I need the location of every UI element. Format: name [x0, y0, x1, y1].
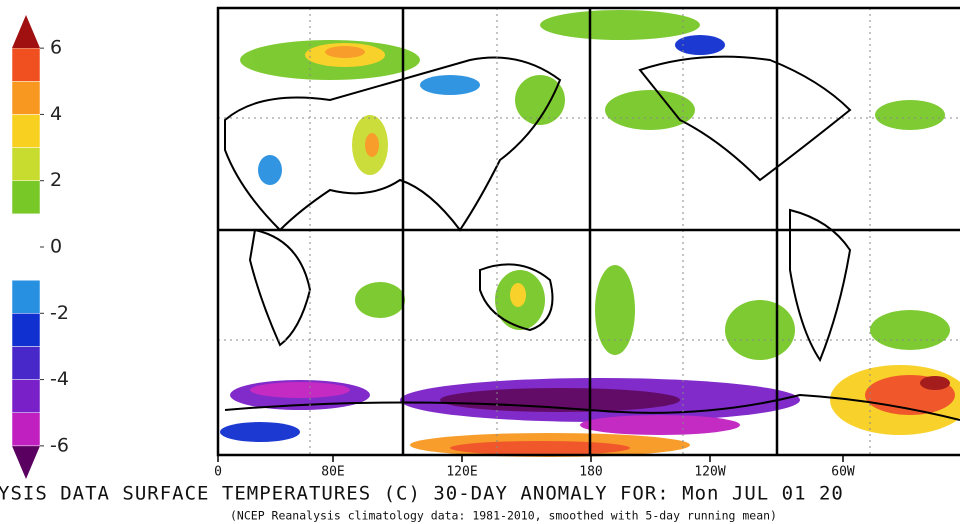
colorbar-tick-label: -2 — [50, 302, 69, 324]
colorbar-tick-label: -4 — [50, 368, 69, 390]
x-tick-label: 120W — [694, 465, 725, 480]
colorbar-segment — [11, 279, 41, 314]
colorbar-segment — [11, 147, 41, 181]
colorbar-segment — [11, 346, 41, 380]
colorbar-segment — [11, 412, 41, 447]
x-tick-label: 180 — [579, 465, 602, 480]
colorbar-tick-label: 0 — [50, 236, 62, 258]
colorbar-segment — [11, 47, 41, 82]
x-tick-label: 60W — [831, 465, 855, 480]
colorbar-segment — [11, 114, 41, 148]
colorbar-segment — [11, 180, 41, 215]
title: YSIS DATA SURFACE TEMPERATURES (C) 30-DA… — [0, 483, 844, 505]
colorbar-tick-label: 6 — [50, 37, 62, 59]
colorbar-segment — [11, 213, 41, 248]
colorbar: 6 4 2 0 -2 -4 -6 — [11, 15, 69, 479]
colorbar-segment — [11, 246, 41, 281]
x-tick-label: 80E — [321, 465, 344, 480]
x-tick-label: 120E — [446, 465, 477, 480]
coastlines — [224, 55, 960, 421]
x-tick-label: 0 — [214, 465, 222, 480]
colorbar-tick-label: 2 — [50, 169, 62, 191]
subtitle: (NCEP Reanalysis climatology data: 1981-… — [230, 509, 777, 523]
colorbar-arrow — [12, 15, 40, 49]
map — [216, 6, 960, 457]
colorbar-tick-label: -6 — [50, 434, 69, 456]
colorbar-arrow — [12, 445, 40, 479]
colorbar-segment — [11, 379, 41, 413]
colorbar-tick-label: 4 — [50, 103, 62, 125]
colorbar-segment — [11, 81, 41, 115]
graticule — [218, 8, 960, 455]
colorbar-segment — [11, 313, 41, 347]
x-axis: 0 80E 120E 180 120W 60W — [214, 455, 855, 480]
map-frame — [216, 6, 960, 457]
